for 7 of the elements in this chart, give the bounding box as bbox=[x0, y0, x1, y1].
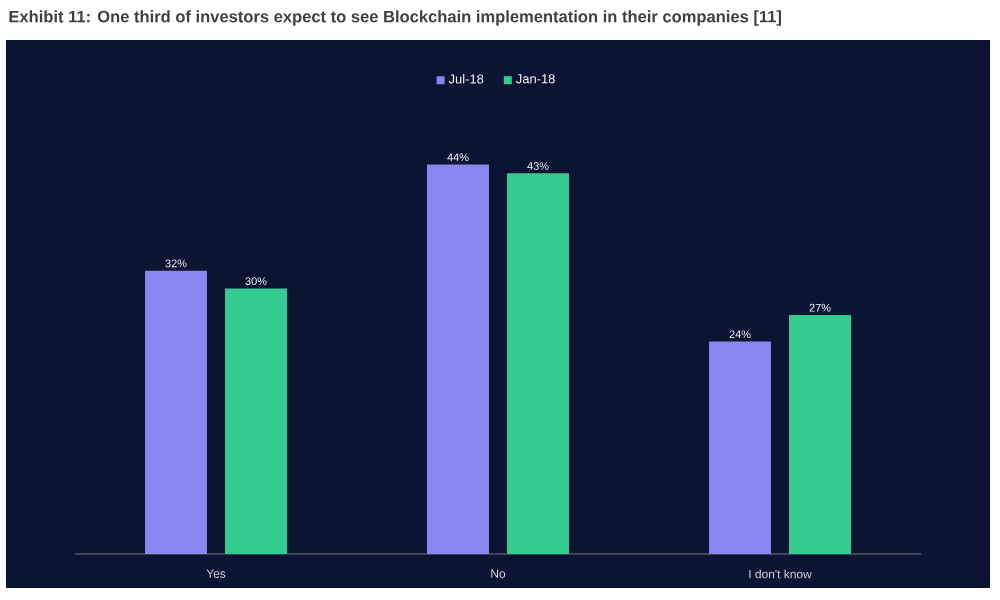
bar bbox=[225, 288, 287, 554]
bar bbox=[709, 341, 772, 554]
bar bbox=[427, 164, 490, 554]
chart-title: Exhibit 11: One third of investors expect to see Blockchain implementation in their companies [11] bbox=[9, 10, 781, 26]
bar bbox=[507, 173, 570, 554]
bar bbox=[789, 314, 852, 554]
bar bbox=[145, 270, 207, 554]
